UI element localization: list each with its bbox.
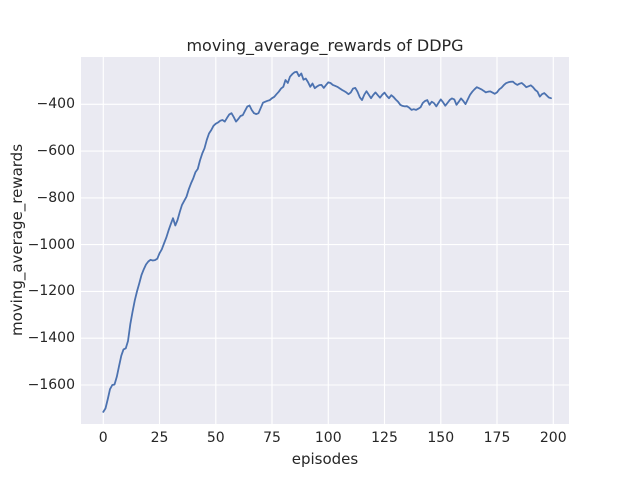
x-tick-label: 200 bbox=[539, 430, 567, 446]
y-tick-label: −1200 bbox=[27, 283, 75, 300]
x-axis-label: episodes bbox=[291, 450, 359, 468]
line-chart-canvas bbox=[81, 57, 569, 424]
y-tick-label: −600 bbox=[36, 143, 75, 160]
plot-area bbox=[81, 57, 569, 424]
chart-title: moving_average_rewards of DDPG bbox=[186, 36, 464, 55]
y-tick-label: −400 bbox=[36, 96, 75, 113]
y-tick-label: −1000 bbox=[27, 236, 75, 253]
x-tick-label: 0 bbox=[98, 430, 108, 446]
y-tick-label: −1600 bbox=[27, 376, 75, 393]
x-tick-label: 50 bbox=[206, 430, 225, 446]
x-tick-label: 100 bbox=[314, 430, 342, 446]
x-tick-label: 125 bbox=[371, 430, 398, 446]
y-tick-label: −800 bbox=[36, 189, 75, 206]
x-tick-label: 75 bbox=[263, 430, 281, 446]
x-tick-label: 175 bbox=[483, 430, 511, 446]
x-tick-label: 150 bbox=[427, 430, 455, 446]
reward-line bbox=[102, 70, 552, 413]
y-tick-label: −1400 bbox=[27, 330, 75, 347]
x-tick-label: 25 bbox=[150, 430, 169, 446]
